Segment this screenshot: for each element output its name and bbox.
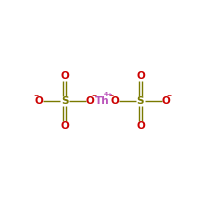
Text: O: O	[60, 121, 69, 131]
Text: Th: Th	[95, 96, 110, 106]
Text: O: O	[136, 121, 145, 131]
Text: 4+: 4+	[104, 92, 114, 97]
Text: O: O	[136, 71, 145, 81]
Text: −: −	[91, 93, 96, 98]
Text: O: O	[111, 96, 119, 106]
Text: O: O	[86, 96, 94, 106]
Text: O: O	[162, 96, 170, 106]
Text: O: O	[60, 71, 69, 81]
Text: −: −	[33, 93, 38, 98]
Text: S: S	[61, 96, 68, 106]
Text: S: S	[137, 96, 144, 106]
Text: −: −	[167, 93, 172, 98]
Text: O: O	[35, 96, 43, 106]
Text: −: −	[109, 93, 114, 98]
